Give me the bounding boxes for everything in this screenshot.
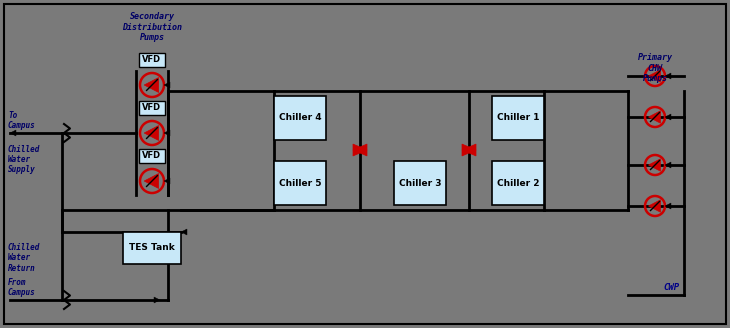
- Polygon shape: [665, 114, 671, 120]
- FancyBboxPatch shape: [274, 161, 326, 205]
- Polygon shape: [164, 130, 170, 136]
- FancyBboxPatch shape: [123, 232, 181, 264]
- Text: VFD: VFD: [142, 152, 161, 160]
- Text: Chiller 4: Chiller 4: [279, 113, 321, 122]
- Polygon shape: [462, 144, 476, 156]
- Text: Chilled
Water
Return: Chilled Water Return: [8, 243, 40, 273]
- Text: Primary
CHW
Pumps: Primary CHW Pumps: [637, 53, 672, 83]
- Polygon shape: [665, 73, 671, 79]
- Polygon shape: [154, 297, 160, 303]
- Text: Secondary
Distribution
Pumps: Secondary Distribution Pumps: [122, 12, 182, 42]
- Text: Chiller 1: Chiller 1: [496, 113, 539, 122]
- Text: Chiller 2: Chiller 2: [496, 178, 539, 188]
- Polygon shape: [164, 82, 170, 88]
- Text: Chiller 3: Chiller 3: [399, 178, 441, 188]
- FancyBboxPatch shape: [492, 161, 544, 205]
- FancyBboxPatch shape: [492, 96, 544, 140]
- FancyBboxPatch shape: [274, 96, 326, 140]
- Text: TES Tank: TES Tank: [129, 243, 175, 253]
- Text: Chiller 5: Chiller 5: [279, 178, 321, 188]
- Polygon shape: [145, 174, 158, 189]
- Polygon shape: [665, 203, 671, 209]
- FancyBboxPatch shape: [139, 101, 165, 115]
- Polygon shape: [353, 144, 367, 156]
- FancyBboxPatch shape: [139, 53, 165, 67]
- FancyBboxPatch shape: [139, 149, 165, 163]
- Polygon shape: [648, 70, 661, 82]
- Polygon shape: [164, 178, 170, 184]
- Text: CWP: CWP: [664, 283, 680, 292]
- Polygon shape: [648, 111, 661, 123]
- Text: To
Campus: To Campus: [8, 111, 36, 130]
- Polygon shape: [10, 130, 16, 136]
- Polygon shape: [145, 77, 158, 92]
- Polygon shape: [665, 162, 671, 168]
- Text: Chilled
Water
Supply: Chilled Water Supply: [8, 145, 40, 174]
- Polygon shape: [648, 200, 661, 212]
- Text: From
Campus: From Campus: [8, 277, 36, 297]
- Text: VFD: VFD: [142, 104, 161, 113]
- Text: VFD: VFD: [142, 55, 161, 65]
- Polygon shape: [353, 144, 367, 156]
- Polygon shape: [648, 159, 661, 171]
- Polygon shape: [181, 229, 187, 235]
- Polygon shape: [462, 144, 476, 156]
- FancyBboxPatch shape: [394, 161, 446, 205]
- Polygon shape: [145, 126, 158, 140]
